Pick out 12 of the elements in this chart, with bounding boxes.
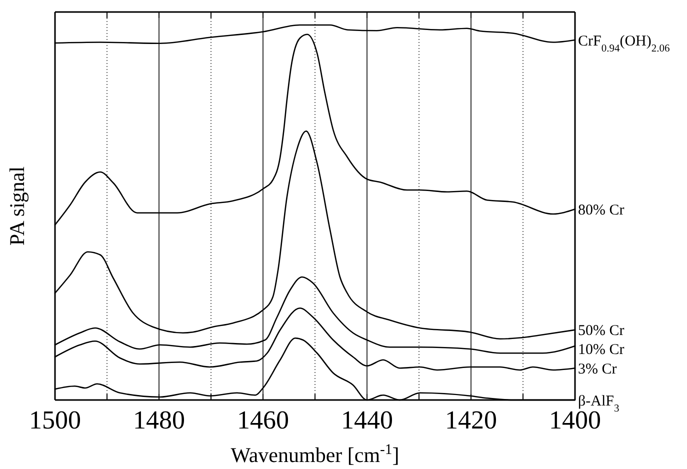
x-tick-label: 1460 xyxy=(237,405,289,434)
series-label: 80% Cr xyxy=(578,202,624,218)
series-label: 10% Cr xyxy=(578,342,624,358)
series-label: CrF$_{0.94}$(OH)$_{2.06}$ xyxy=(578,33,670,54)
x-axis-title: Wavenumber [cm$^{-1}$] xyxy=(230,442,400,467)
y-axis-title: PA signal xyxy=(5,166,29,246)
series-label: 3% Cr xyxy=(578,361,617,378)
x-tick-label: 1440 xyxy=(341,405,393,434)
x-tick-label: 1480 xyxy=(133,405,185,434)
x-tick-label: 1500 xyxy=(29,405,81,434)
series-label: 50% Cr xyxy=(578,323,624,340)
x-tick-label: 1420 xyxy=(445,405,497,434)
